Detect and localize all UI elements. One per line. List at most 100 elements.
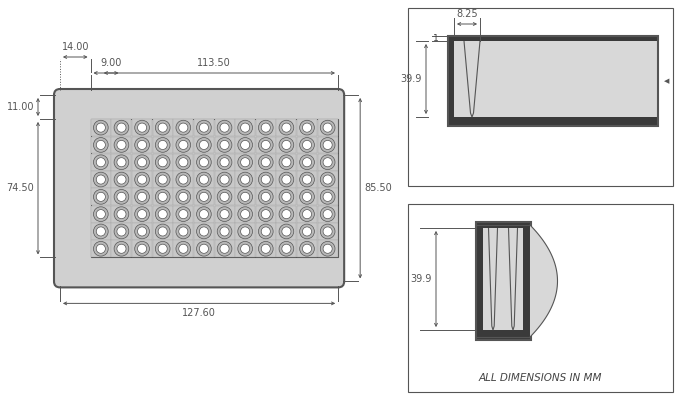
Circle shape — [93, 155, 108, 170]
Bar — [235, 136, 255, 153]
Bar — [297, 171, 317, 188]
Circle shape — [117, 140, 126, 150]
Circle shape — [158, 210, 167, 219]
Circle shape — [258, 190, 273, 204]
Circle shape — [261, 123, 271, 132]
Circle shape — [197, 155, 211, 170]
Circle shape — [303, 210, 311, 219]
Bar — [90, 119, 338, 258]
Bar — [173, 171, 193, 188]
Circle shape — [300, 138, 314, 152]
Circle shape — [135, 120, 150, 135]
Bar — [235, 154, 255, 170]
Circle shape — [158, 192, 167, 202]
Circle shape — [300, 242, 314, 256]
Circle shape — [261, 192, 271, 202]
Bar — [91, 171, 111, 188]
Circle shape — [320, 155, 335, 170]
Circle shape — [158, 227, 167, 236]
Circle shape — [217, 190, 232, 204]
Circle shape — [155, 190, 170, 204]
Circle shape — [279, 155, 294, 170]
Circle shape — [135, 224, 150, 239]
Bar — [276, 188, 296, 205]
Text: 74.50: 74.50 — [6, 183, 34, 193]
Circle shape — [137, 210, 147, 219]
Bar — [476, 222, 483, 340]
Circle shape — [220, 140, 229, 150]
Circle shape — [303, 244, 311, 253]
Text: 9.00: 9.00 — [101, 58, 122, 68]
Circle shape — [320, 242, 335, 256]
Circle shape — [282, 210, 291, 219]
Circle shape — [238, 172, 252, 187]
Circle shape — [135, 207, 150, 222]
Bar — [194, 240, 214, 257]
Circle shape — [261, 227, 271, 236]
Circle shape — [93, 207, 108, 222]
Bar — [235, 223, 255, 240]
Bar — [91, 119, 111, 136]
Bar — [153, 188, 173, 205]
Circle shape — [261, 158, 271, 167]
Bar — [476, 222, 531, 228]
Bar — [256, 206, 276, 222]
Circle shape — [282, 227, 291, 236]
Text: ALL DIMENSIONS IN MM: ALL DIMENSIONS IN MM — [479, 373, 602, 383]
Text: 39.9: 39.9 — [401, 74, 422, 84]
Circle shape — [320, 138, 335, 152]
Circle shape — [241, 123, 250, 132]
Bar — [276, 171, 296, 188]
Circle shape — [238, 120, 252, 135]
Circle shape — [241, 158, 250, 167]
Circle shape — [117, 123, 126, 132]
Bar — [194, 119, 214, 136]
Circle shape — [137, 192, 147, 202]
Bar — [235, 119, 255, 136]
Circle shape — [114, 207, 129, 222]
Bar — [112, 119, 131, 136]
Bar — [112, 171, 131, 188]
Bar — [235, 171, 255, 188]
Circle shape — [238, 155, 252, 170]
Circle shape — [137, 175, 147, 184]
Circle shape — [155, 207, 170, 222]
Circle shape — [300, 120, 314, 135]
Circle shape — [323, 192, 333, 202]
Circle shape — [197, 207, 211, 222]
Circle shape — [93, 172, 108, 187]
Circle shape — [320, 207, 335, 222]
Circle shape — [176, 224, 190, 239]
Bar — [235, 188, 255, 205]
Circle shape — [179, 210, 188, 219]
Circle shape — [158, 244, 167, 253]
Circle shape — [179, 140, 188, 150]
Circle shape — [158, 175, 167, 184]
Circle shape — [220, 210, 229, 219]
Circle shape — [135, 242, 150, 256]
Bar — [112, 154, 131, 170]
Circle shape — [282, 175, 291, 184]
Bar — [153, 171, 173, 188]
Circle shape — [197, 138, 211, 152]
Circle shape — [117, 210, 126, 219]
Circle shape — [303, 175, 311, 184]
Bar — [132, 240, 152, 257]
Circle shape — [93, 120, 108, 135]
Bar — [297, 206, 317, 222]
Bar — [132, 188, 152, 205]
Circle shape — [199, 227, 209, 236]
Bar — [448, 36, 658, 126]
Bar — [408, 8, 673, 186]
Circle shape — [155, 120, 170, 135]
Circle shape — [238, 242, 252, 256]
Circle shape — [261, 140, 271, 150]
Circle shape — [279, 242, 294, 256]
Circle shape — [320, 190, 335, 204]
Bar — [194, 206, 214, 222]
Circle shape — [320, 120, 335, 135]
Circle shape — [303, 158, 311, 167]
Circle shape — [241, 227, 250, 236]
Circle shape — [220, 244, 229, 253]
Circle shape — [114, 190, 129, 204]
